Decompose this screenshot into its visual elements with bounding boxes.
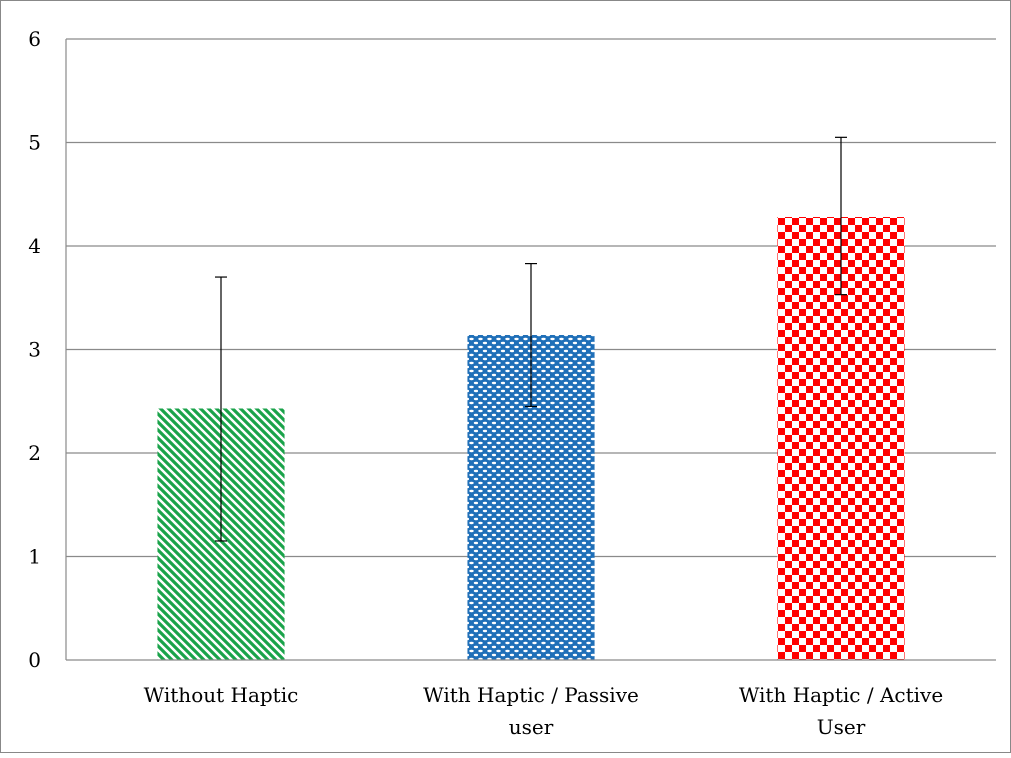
y-tick-label: 3: [28, 338, 41, 362]
y-tick-label: 6: [28, 27, 41, 51]
y-axis-tick-labels: 0 1 2 3 4 5 6: [28, 27, 41, 672]
x-tick-label-line: With Haptic / Passive: [423, 683, 639, 707]
x-tick-label: With Haptic / Passive user: [423, 683, 639, 739]
x-axis-tick-labels: Without Haptic With Haptic / Passive userW…: [144, 683, 944, 739]
axes: [65, 39, 996, 661]
error-bars: [215, 136, 847, 542]
x-tick-label-line: user: [509, 715, 554, 739]
y-tick-label: 5: [28, 131, 41, 155]
x-tick-label-line: With Haptic / Active: [739, 683, 943, 707]
error-bar: [835, 136, 847, 296]
error-bar: [525, 262, 537, 408]
y-tick-label: 2: [28, 441, 41, 465]
y-tick-label: 0: [28, 648, 41, 672]
x-tick-label: Without Haptic: [144, 683, 299, 707]
x-tick-label-line: Without Haptic: [144, 683, 299, 707]
x-tick-label: With Haptic / Active User: [739, 683, 943, 739]
error-bar: [215, 276, 227, 542]
y-tick-label: 1: [28, 545, 41, 569]
x-tick-label-line: User: [817, 715, 866, 739]
y-tick-label: 4: [28, 234, 41, 258]
